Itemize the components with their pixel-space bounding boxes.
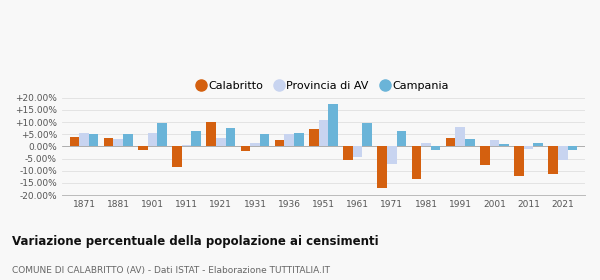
- Bar: [514, 146, 524, 176]
- Bar: [412, 146, 421, 179]
- Bar: [309, 129, 319, 146]
- Bar: [319, 120, 328, 146]
- Text: COMUNE DI CALABRITTO (AV) - Dati ISTAT - Elaborazione TUTTITALIA.IT: COMUNE DI CALABRITTO (AV) - Dati ISTAT -…: [12, 266, 330, 275]
- Bar: [216, 138, 226, 146]
- Bar: [455, 127, 465, 146]
- Bar: [113, 139, 123, 146]
- Bar: [226, 128, 235, 146]
- Bar: [397, 131, 406, 146]
- Bar: [524, 146, 533, 149]
- Bar: [79, 133, 89, 146]
- Bar: [499, 144, 509, 146]
- Bar: [558, 146, 568, 160]
- Legend: Calabritto, Provincia di AV, Campania: Calabritto, Provincia di AV, Campania: [194, 76, 453, 95]
- Bar: [480, 146, 490, 165]
- Bar: [446, 138, 455, 146]
- Bar: [260, 134, 269, 146]
- Bar: [182, 145, 191, 146]
- Bar: [490, 140, 499, 146]
- Bar: [191, 131, 201, 146]
- Bar: [328, 104, 338, 146]
- Text: Variazione percentuale della popolazione ai censimenti: Variazione percentuale della popolazione…: [12, 235, 379, 248]
- Bar: [284, 134, 294, 146]
- Bar: [533, 143, 543, 146]
- Bar: [241, 146, 250, 151]
- Bar: [377, 146, 387, 188]
- Bar: [362, 123, 372, 146]
- Bar: [275, 140, 284, 146]
- Bar: [294, 133, 304, 146]
- Bar: [387, 146, 397, 164]
- Bar: [353, 146, 362, 157]
- Bar: [206, 122, 216, 146]
- Bar: [89, 134, 98, 146]
- Bar: [568, 146, 577, 150]
- Bar: [138, 146, 148, 150]
- Bar: [148, 133, 157, 146]
- Bar: [104, 138, 113, 146]
- Bar: [465, 139, 475, 146]
- Bar: [343, 146, 353, 160]
- Bar: [431, 146, 440, 150]
- Bar: [123, 134, 133, 146]
- Bar: [250, 143, 260, 146]
- Bar: [172, 146, 182, 167]
- Bar: [70, 137, 79, 146]
- Bar: [157, 123, 167, 146]
- Bar: [548, 146, 558, 174]
- Bar: [421, 143, 431, 146]
